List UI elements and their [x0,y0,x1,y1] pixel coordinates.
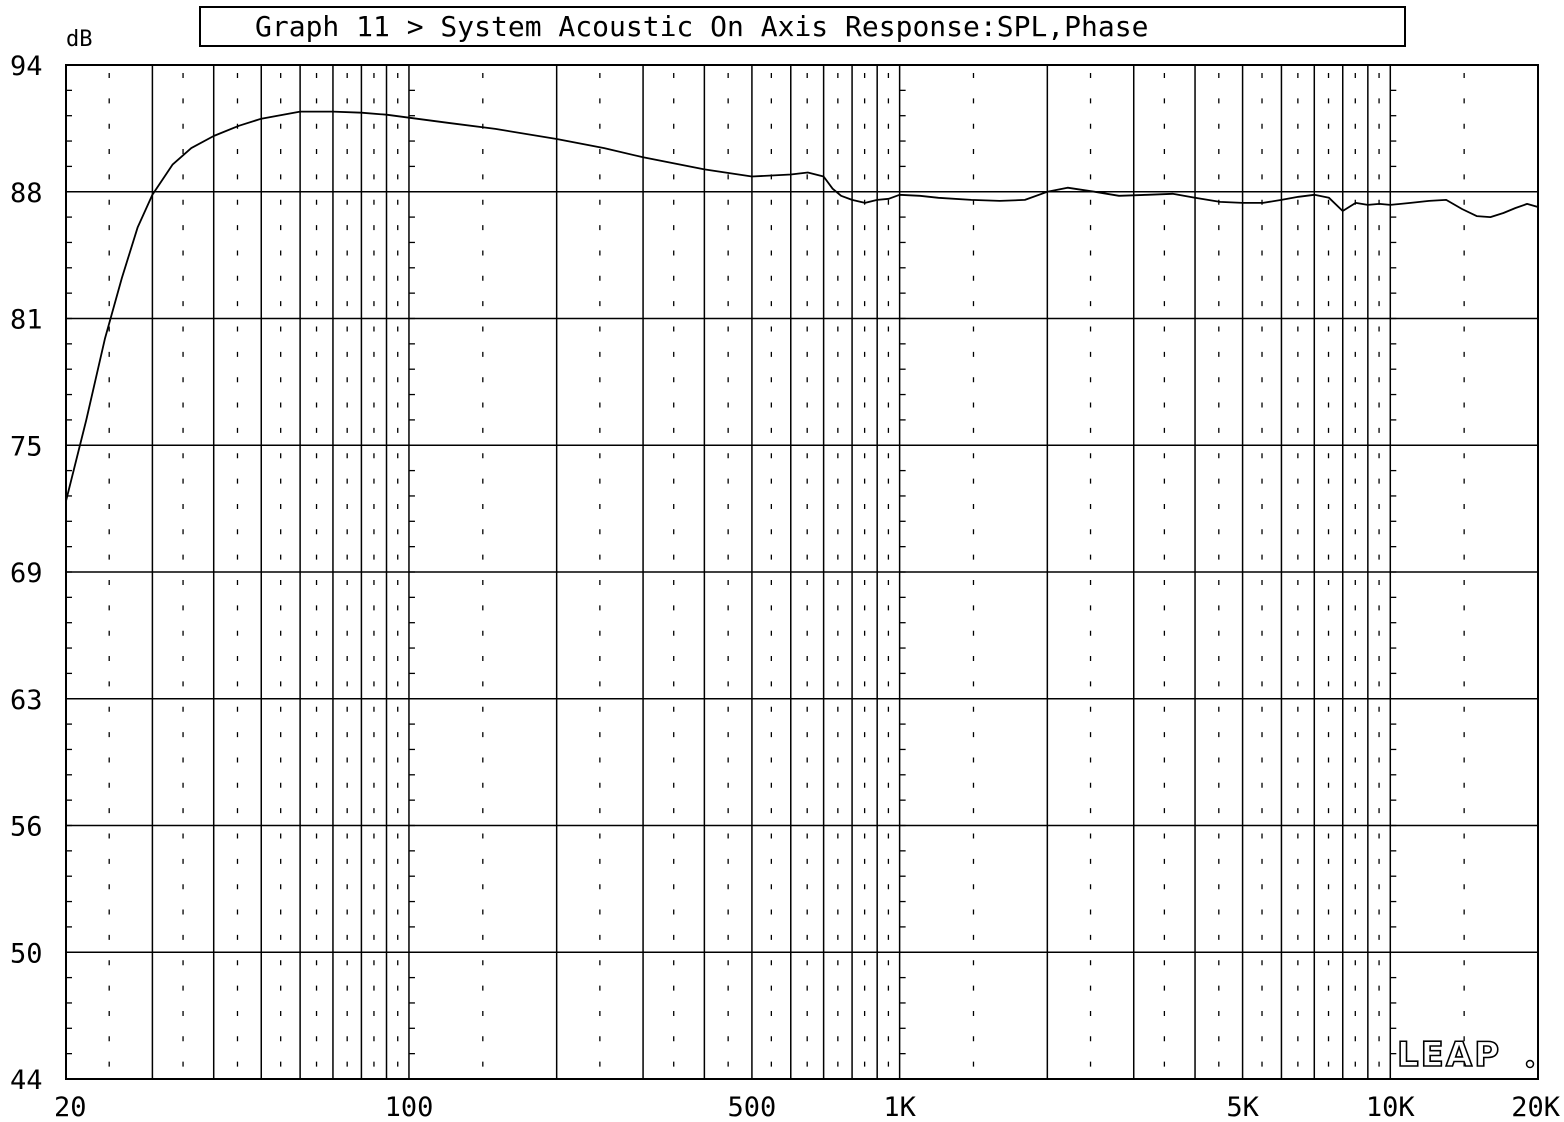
x-tick-label: 500 [728,1092,777,1122]
chart-title: Graph 11 > System Acoustic On Axis Respo… [255,10,1148,43]
y-tick-label: 75 [10,431,43,462]
y-tick-label: 69 [10,558,43,589]
x-tick-label: 5K [1226,1092,1259,1122]
leap-logo-text: LEAP [1397,1035,1501,1075]
y-tick-labels: 94 88 81 75 69 63 56 50 44 [10,51,43,1096]
y-tick-label: 63 [10,685,43,716]
series-group [65,110,1539,502]
y-tick-label: 50 [10,938,43,969]
y-tick-label: 88 [10,178,43,209]
x-tick-label: 1K [883,1092,916,1122]
y-tick-label: 81 [10,305,43,336]
leap-logo: LEAP [1396,1034,1535,1076]
leap-logo-registered-mark [1525,1059,1535,1069]
x-tick-labels: 20 100 500 1K 5K 10K 20K [54,1092,1561,1122]
x-tick-label: 20 [54,1092,87,1122]
x-tick-label: 10K [1366,1092,1416,1122]
y-tick-label: 56 [10,812,43,843]
y-axis-unit-label: dB [66,27,93,52]
title-box [199,6,1406,47]
spl-series-line [65,110,1539,502]
y-tick-label: 44 [10,1065,43,1096]
x-tick-label: 100 [385,1092,434,1122]
x-tick-label: 20K [1511,1092,1561,1122]
grid [66,65,1539,1079]
y-tick-label: 94 [10,51,43,82]
